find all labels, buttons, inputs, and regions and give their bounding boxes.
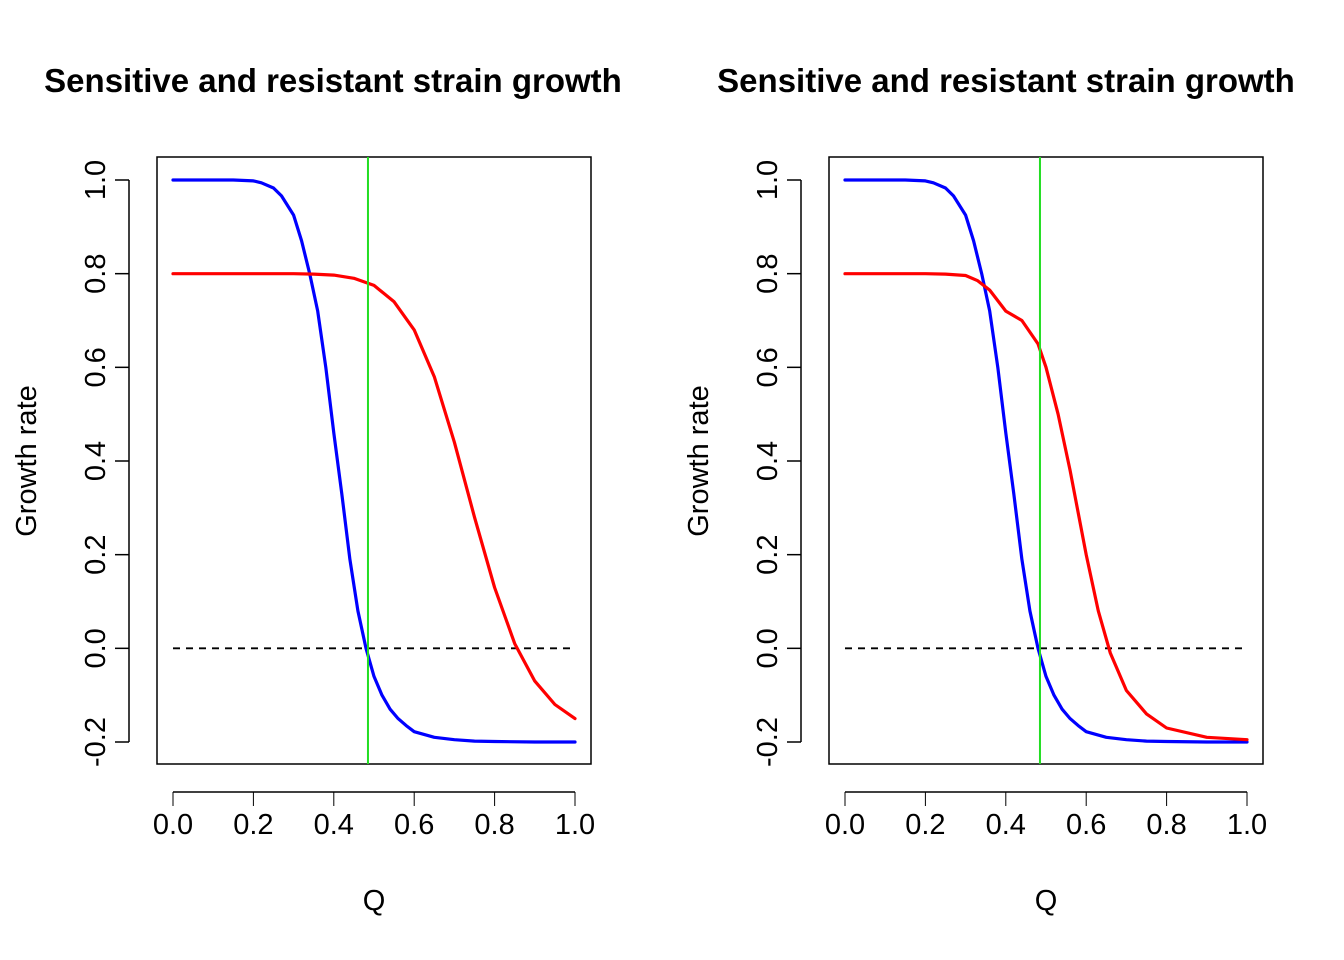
x-tick-label: 0.4 xyxy=(986,809,1026,841)
x-axis-label: Q xyxy=(363,885,386,917)
x-tick-label: 0.2 xyxy=(233,809,273,841)
y-tick-label: 1.0 xyxy=(752,160,784,200)
y-tick-label: 0.4 xyxy=(752,441,784,481)
x-tick-label: 0.6 xyxy=(1066,809,1106,841)
x-tick-label: 0.6 xyxy=(394,809,434,841)
x-tick-label: 1.0 xyxy=(1227,809,1267,841)
chart-panel-1: Sensitive and resistant strain growth 0.0… xyxy=(11,62,622,917)
x-tick-label: 0.8 xyxy=(1146,809,1186,841)
series-line-1 xyxy=(171,178,577,744)
y-axis-label: Growth rate xyxy=(11,385,43,537)
y-tick-label: 0.4 xyxy=(80,441,112,481)
x-tick-label: 0.0 xyxy=(153,809,193,841)
x-tick-label: 0.8 xyxy=(474,809,514,841)
series-line-2 xyxy=(843,272,1249,742)
x-axis-label: Q xyxy=(1035,885,1058,917)
y-tick-label: 0.0 xyxy=(752,628,784,668)
plot-frame xyxy=(828,156,1264,765)
y-tick-label: 0.0 xyxy=(80,628,112,668)
x-tick-label: 0.2 xyxy=(905,809,945,841)
series-line-1 xyxy=(843,178,1249,744)
x-tick-label: 0.0 xyxy=(825,809,865,841)
y-tick-label: 0.8 xyxy=(80,254,112,294)
y-tick-label: 0.6 xyxy=(80,347,112,387)
chart-title: Sensitive and resistant strain growth xyxy=(44,62,622,99)
y-tick-label: -0.2 xyxy=(80,717,112,767)
y-tick-label: -0.2 xyxy=(752,717,784,767)
y-tick-label: 0.6 xyxy=(752,347,784,387)
x-tick-label: 1.0 xyxy=(555,809,595,841)
y-tick-label: 1.0 xyxy=(80,160,112,200)
y-axis-label: Growth rate xyxy=(683,385,715,537)
y-tick-label: 0.2 xyxy=(752,535,784,575)
chart-title: Sensitive and resistant strain growth xyxy=(717,62,1295,99)
x-tick-label: 0.4 xyxy=(314,809,354,841)
series-line-2 xyxy=(171,272,577,721)
y-tick-label: 0.2 xyxy=(80,535,112,575)
chart-panel-2: Sensitive and resistant strain growth 0.0… xyxy=(683,62,1295,917)
y-tick-label: 0.8 xyxy=(752,254,784,294)
plot-frame xyxy=(156,156,592,765)
